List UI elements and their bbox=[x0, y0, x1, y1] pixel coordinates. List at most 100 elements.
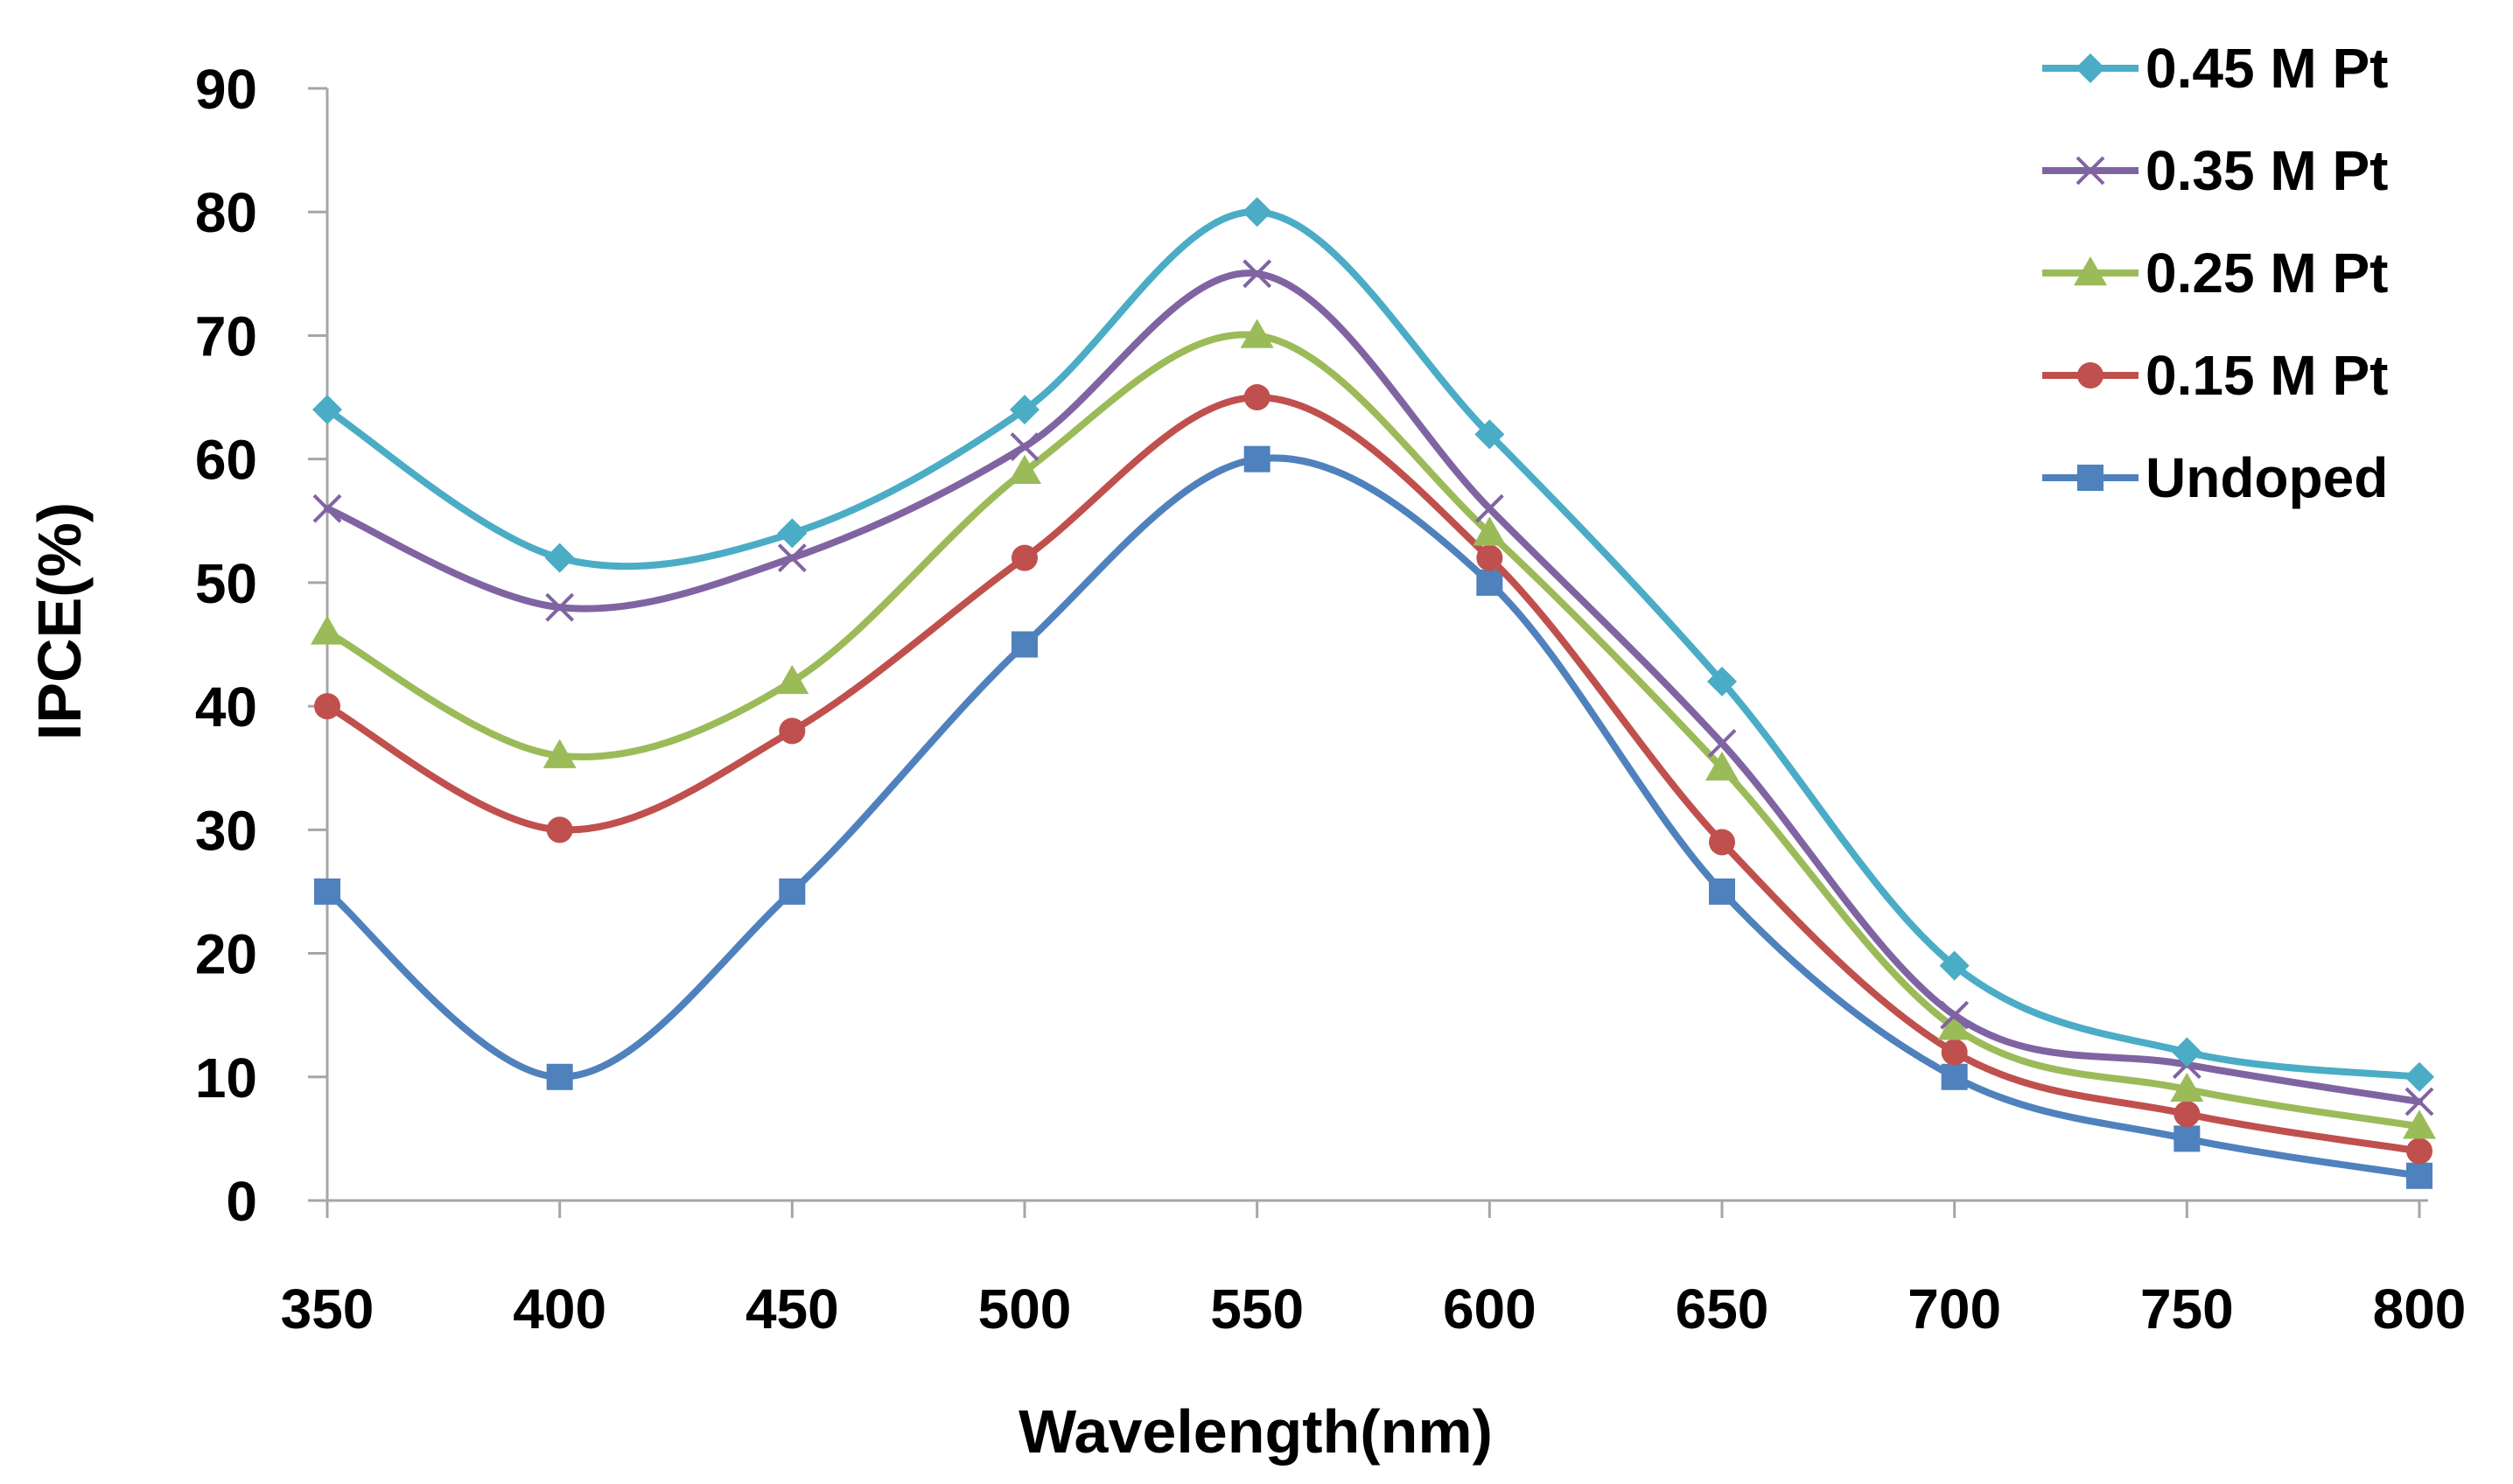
series-0-45-m-pt bbox=[312, 197, 2434, 1092]
data-point-undoped bbox=[1941, 1063, 1968, 1090]
axes: 0 10 20 30 40 50 60 70 80 90 350 400 450 500 550 600 650… bbox=[195, 58, 2467, 1340]
legend-marker-0-25-m-pt bbox=[2074, 256, 2107, 286]
x-tick-label: 750 bbox=[2140, 1278, 2234, 1340]
legend-entry-0-45-m-pt: 0.45 M Pt bbox=[2042, 37, 2388, 100]
data-point-0-15-m-pt bbox=[1243, 384, 1270, 411]
data-point-0-25-m-pt bbox=[2403, 1110, 2436, 1139]
y-tick-label: 90 bbox=[195, 58, 257, 121]
data-point-undoped bbox=[314, 878, 340, 905]
y-tick-label: 80 bbox=[195, 181, 257, 244]
data-point-0-15-m-pt bbox=[1012, 544, 1038, 571]
y-tick-label: 30 bbox=[195, 799, 257, 862]
legend-label: 0.45 M Pt bbox=[2146, 37, 2388, 100]
x-tick-label: 550 bbox=[1210, 1278, 1304, 1340]
data-point-0-25-m-pt bbox=[2170, 1072, 2204, 1102]
y-tick-label: 50 bbox=[195, 552, 257, 615]
data-point-0-15-m-pt bbox=[1709, 829, 1735, 856]
data-point-0-25-m-pt bbox=[311, 615, 344, 645]
series-line-0-35-m-pt bbox=[324, 270, 2423, 1105]
x-tick-label: 400 bbox=[513, 1278, 606, 1340]
data-point-undoped bbox=[1476, 569, 1503, 596]
y-tick-label: 60 bbox=[195, 429, 257, 492]
data-point-0-35-m-pt bbox=[1010, 432, 1040, 461]
series-0-25-m-pt bbox=[311, 318, 2436, 1139]
data-point-0-25-m-pt bbox=[775, 664, 809, 695]
data-point-0-45-m-pt bbox=[1939, 950, 1970, 981]
data-point-0-35-m-pt bbox=[545, 592, 575, 622]
y-tick-label: 0 bbox=[226, 1170, 257, 1233]
data-point-0-15-m-pt bbox=[1476, 544, 1503, 571]
series-line-0-25-m-pt bbox=[324, 331, 2423, 1130]
y-tick-label: 20 bbox=[195, 923, 257, 986]
legend-marker-0-45-m-pt bbox=[2076, 53, 2105, 83]
y-tick-label: 40 bbox=[195, 676, 257, 738]
data-point-0-35-m-pt bbox=[2404, 1087, 2434, 1116]
legend-label: 0.15 M Pt bbox=[2146, 344, 2388, 407]
x-axis-title: Wavelength(nm) bbox=[1018, 1397, 1493, 1466]
series-0-35-m-pt bbox=[312, 259, 2434, 1116]
x-tick-label: 700 bbox=[1908, 1278, 2001, 1340]
data-point-0-15-m-pt bbox=[314, 693, 340, 720]
data-point-0-45-m-pt bbox=[1707, 666, 1737, 696]
data-point-0-25-m-pt bbox=[542, 738, 577, 768]
x-tick-label: 800 bbox=[2373, 1278, 2467, 1340]
y-tick-label: 10 bbox=[195, 1046, 257, 1110]
data-point-0-35-m-pt bbox=[1707, 729, 1737, 758]
data-point-0-45-m-pt bbox=[2172, 1037, 2202, 1068]
legend-label: 0.35 M Pt bbox=[2146, 139, 2388, 202]
legend-label: 0.25 M Pt bbox=[2146, 242, 2388, 304]
legend: 0.45 M Pt 0.35 M Pt 0.25 M Pt 0.15 M Pt Undo… bbox=[2042, 37, 2388, 509]
data-point-undoped bbox=[1243, 445, 1270, 472]
data-point-undoped bbox=[546, 1063, 573, 1090]
data-point-undoped bbox=[1709, 878, 1735, 905]
x-tick-label: 600 bbox=[1443, 1278, 1536, 1340]
series-line-0-45-m-pt bbox=[324, 208, 2423, 1081]
series-0-15-m-pt bbox=[314, 384, 2432, 1165]
data-point-0-25-m-pt bbox=[1240, 318, 1274, 348]
data-point-0-45-m-pt bbox=[544, 542, 575, 573]
legend-marker-undoped bbox=[2077, 465, 2104, 491]
data-point-0-15-m-pt bbox=[779, 718, 806, 745]
x-tick-label: 650 bbox=[1676, 1278, 1769, 1340]
series-line-0-15-m-pt bbox=[324, 394, 2423, 1155]
data-point-0-45-m-pt bbox=[1474, 419, 1505, 450]
data-point-0-25-m-pt bbox=[1937, 1011, 1971, 1040]
data-point-0-45-m-pt bbox=[1242, 197, 1272, 228]
data-point-0-45-m-pt bbox=[1010, 395, 1040, 425]
legend-marker-0-35-m-pt bbox=[2076, 156, 2105, 186]
data-point-0-35-m-pt bbox=[1474, 494, 1504, 523]
y-tick-label: 70 bbox=[195, 304, 257, 368]
data-point-0-45-m-pt bbox=[2404, 1061, 2434, 1092]
x-tick-label: 500 bbox=[978, 1278, 1072, 1340]
data-point-0-35-m-pt bbox=[1940, 1000, 1970, 1030]
data-point-0-15-m-pt bbox=[546, 816, 573, 844]
series-line-undoped bbox=[324, 454, 2423, 1180]
series-layer bbox=[311, 197, 2436, 1189]
data-point-undoped bbox=[1012, 631, 1038, 658]
x-tick-label: 350 bbox=[281, 1278, 374, 1340]
legend-entry-0-35-m-pt: 0.35 M Pt bbox=[2042, 139, 2388, 202]
data-point-0-25-m-pt bbox=[1473, 516, 1507, 546]
data-point-0-35-m-pt bbox=[777, 543, 807, 573]
data-point-0-45-m-pt bbox=[777, 518, 808, 549]
x-tick-label: 450 bbox=[746, 1278, 839, 1340]
legend-entry-undoped: Undoped bbox=[2042, 446, 2388, 509]
data-point-undoped bbox=[2174, 1125, 2201, 1152]
legend-entry-0-25-m-pt: 0.25 M Pt bbox=[2042, 242, 2388, 304]
data-point-0-15-m-pt bbox=[1941, 1039, 1968, 1066]
series-undoped bbox=[314, 445, 2432, 1189]
data-point-0-35-m-pt bbox=[312, 494, 342, 523]
y-axis-title: IPCE(%) bbox=[25, 502, 94, 740]
data-point-0-25-m-pt bbox=[1705, 751, 1739, 780]
data-point-undoped bbox=[2406, 1162, 2432, 1189]
data-point-0-25-m-pt bbox=[1008, 454, 1041, 485]
data-point-0-15-m-pt bbox=[2406, 1138, 2432, 1165]
data-point-0-35-m-pt bbox=[1242, 259, 1272, 289]
data-point-undoped bbox=[779, 878, 806, 905]
legend-label: Undoped bbox=[2146, 446, 2388, 509]
data-point-0-15-m-pt bbox=[2174, 1101, 2201, 1128]
legend-entry-0-15-m-pt: 0.15 M Pt bbox=[2042, 344, 2388, 407]
data-point-0-45-m-pt bbox=[312, 395, 342, 425]
legend-marker-0-15-m-pt bbox=[2077, 362, 2104, 388]
